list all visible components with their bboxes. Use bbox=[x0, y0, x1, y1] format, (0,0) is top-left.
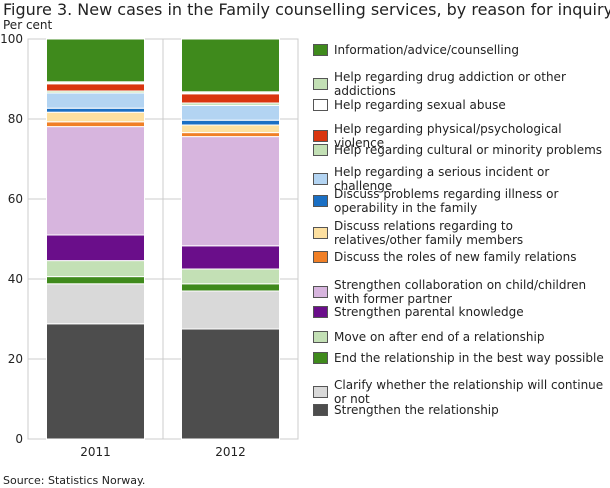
bar-segment bbox=[181, 132, 280, 138]
legend-item: Discuss relations regarding to relatives… bbox=[313, 219, 604, 247]
legend-label: Help regarding cultural or minority prob… bbox=[334, 143, 603, 157]
y-tick-label: 60 bbox=[8, 192, 23, 206]
bar-segment bbox=[181, 38, 280, 93]
legend-swatch bbox=[313, 227, 328, 239]
bar-segment bbox=[46, 92, 145, 109]
bar-segment bbox=[46, 276, 145, 285]
source-note: Source: Statistics Norway. bbox=[3, 474, 146, 487]
y-tick-label: 20 bbox=[8, 352, 23, 366]
legend-swatch bbox=[313, 352, 328, 364]
legend-label: Move on after end of a relationship bbox=[334, 330, 545, 344]
legend-swatch bbox=[313, 251, 328, 263]
legend-swatch bbox=[313, 144, 328, 156]
legend-label: Help regarding a serious incident or cha… bbox=[334, 165, 550, 193]
bar-segment bbox=[46, 283, 145, 325]
bar-segment bbox=[181, 119, 280, 126]
y-tick-label: 0 bbox=[15, 432, 23, 446]
y-tick-label: 40 bbox=[8, 272, 23, 286]
bar-segment bbox=[46, 107, 145, 113]
legend-item: Help regarding sexual abuse bbox=[313, 98, 604, 112]
legend-swatch bbox=[313, 331, 328, 343]
bar-segment bbox=[181, 245, 280, 270]
legend-item: Help regarding a serious incident or cha… bbox=[313, 165, 604, 193]
legend-swatch bbox=[313, 286, 328, 298]
bar-segment bbox=[46, 126, 145, 236]
bar-segment bbox=[46, 234, 145, 262]
legend-label: Strengthen collaboration on child/childr… bbox=[334, 278, 587, 306]
bar-segment bbox=[46, 323, 145, 440]
bar-segment bbox=[181, 104, 280, 121]
legend-item: Strengthen parental knowledge bbox=[313, 305, 604, 319]
bar-segment bbox=[46, 38, 145, 83]
legend-label: Discuss the roles of new family relation… bbox=[334, 250, 577, 264]
bar-segment bbox=[181, 290, 280, 330]
legend-label: Discuss problems regarding illness or op… bbox=[334, 187, 559, 215]
legend-label: Discuss relations regarding to relatives… bbox=[334, 219, 524, 247]
legend-item: Clarify whether the relationship will co… bbox=[313, 378, 604, 406]
legend-item: Strengthen the relationship bbox=[313, 403, 604, 417]
bar-segment bbox=[181, 136, 280, 247]
legend-item: End the relationship in the best way pos… bbox=[313, 351, 604, 365]
legend-label: Strengthen the relationship bbox=[334, 403, 499, 417]
bar-segment bbox=[181, 268, 280, 285]
legend-item: Information/advice/counselling bbox=[313, 43, 604, 57]
legend-label: Strengthen parental knowledge bbox=[334, 305, 524, 319]
legend-item: Help regarding cultural or minority prob… bbox=[313, 143, 604, 157]
legend-swatch bbox=[313, 44, 328, 56]
x-tick-label: 2012 bbox=[215, 445, 246, 459]
legend-swatch bbox=[313, 173, 328, 185]
legend-item: Move on after end of a relationship bbox=[313, 330, 604, 344]
legend-swatch bbox=[313, 386, 328, 398]
legend-swatch bbox=[313, 306, 328, 318]
bar-segment bbox=[181, 328, 280, 440]
legend-label: Clarify whether the relationship will co… bbox=[334, 378, 604, 406]
bar-segment bbox=[181, 93, 280, 104]
bar-segment bbox=[46, 111, 145, 123]
legend-item: Discuss problems regarding illness or op… bbox=[313, 187, 604, 215]
bar-segment bbox=[46, 260, 145, 278]
bar-segment bbox=[46, 83, 145, 92]
legend-swatch bbox=[313, 195, 328, 207]
legend-label: Help regarding physical/psychological vi… bbox=[334, 122, 562, 150]
legend-label: Information/advice/counselling bbox=[334, 43, 519, 57]
legend-label: End the relationship in the best way pos… bbox=[334, 351, 604, 365]
legend-swatch bbox=[313, 78, 328, 90]
y-tick-label: 100 bbox=[0, 32, 23, 46]
legend-item: Discuss the roles of new family relation… bbox=[313, 250, 604, 264]
x-tick-label: 2011 bbox=[80, 445, 111, 459]
y-axis-label: Per cent bbox=[3, 18, 53, 32]
legend-item: Help regarding physical/psychological vi… bbox=[313, 122, 604, 150]
bar-segment bbox=[46, 121, 145, 128]
legend-label: Help regarding drug addiction or other a… bbox=[334, 70, 566, 98]
y-tick-label: 80 bbox=[8, 112, 23, 126]
legend-swatch bbox=[313, 404, 328, 416]
legend-swatch bbox=[313, 99, 328, 111]
legend-item: Strengthen collaboration on child/childr… bbox=[313, 278, 604, 306]
bar-segment bbox=[181, 283, 280, 292]
legend-label: Help regarding sexual abuse bbox=[334, 98, 506, 112]
chart-title: Figure 3. New cases in the Family counse… bbox=[3, 0, 610, 19]
legend-item: Help regarding drug addiction or other a… bbox=[313, 70, 604, 98]
legend-swatch bbox=[313, 130, 328, 142]
bar-segment bbox=[181, 124, 280, 134]
